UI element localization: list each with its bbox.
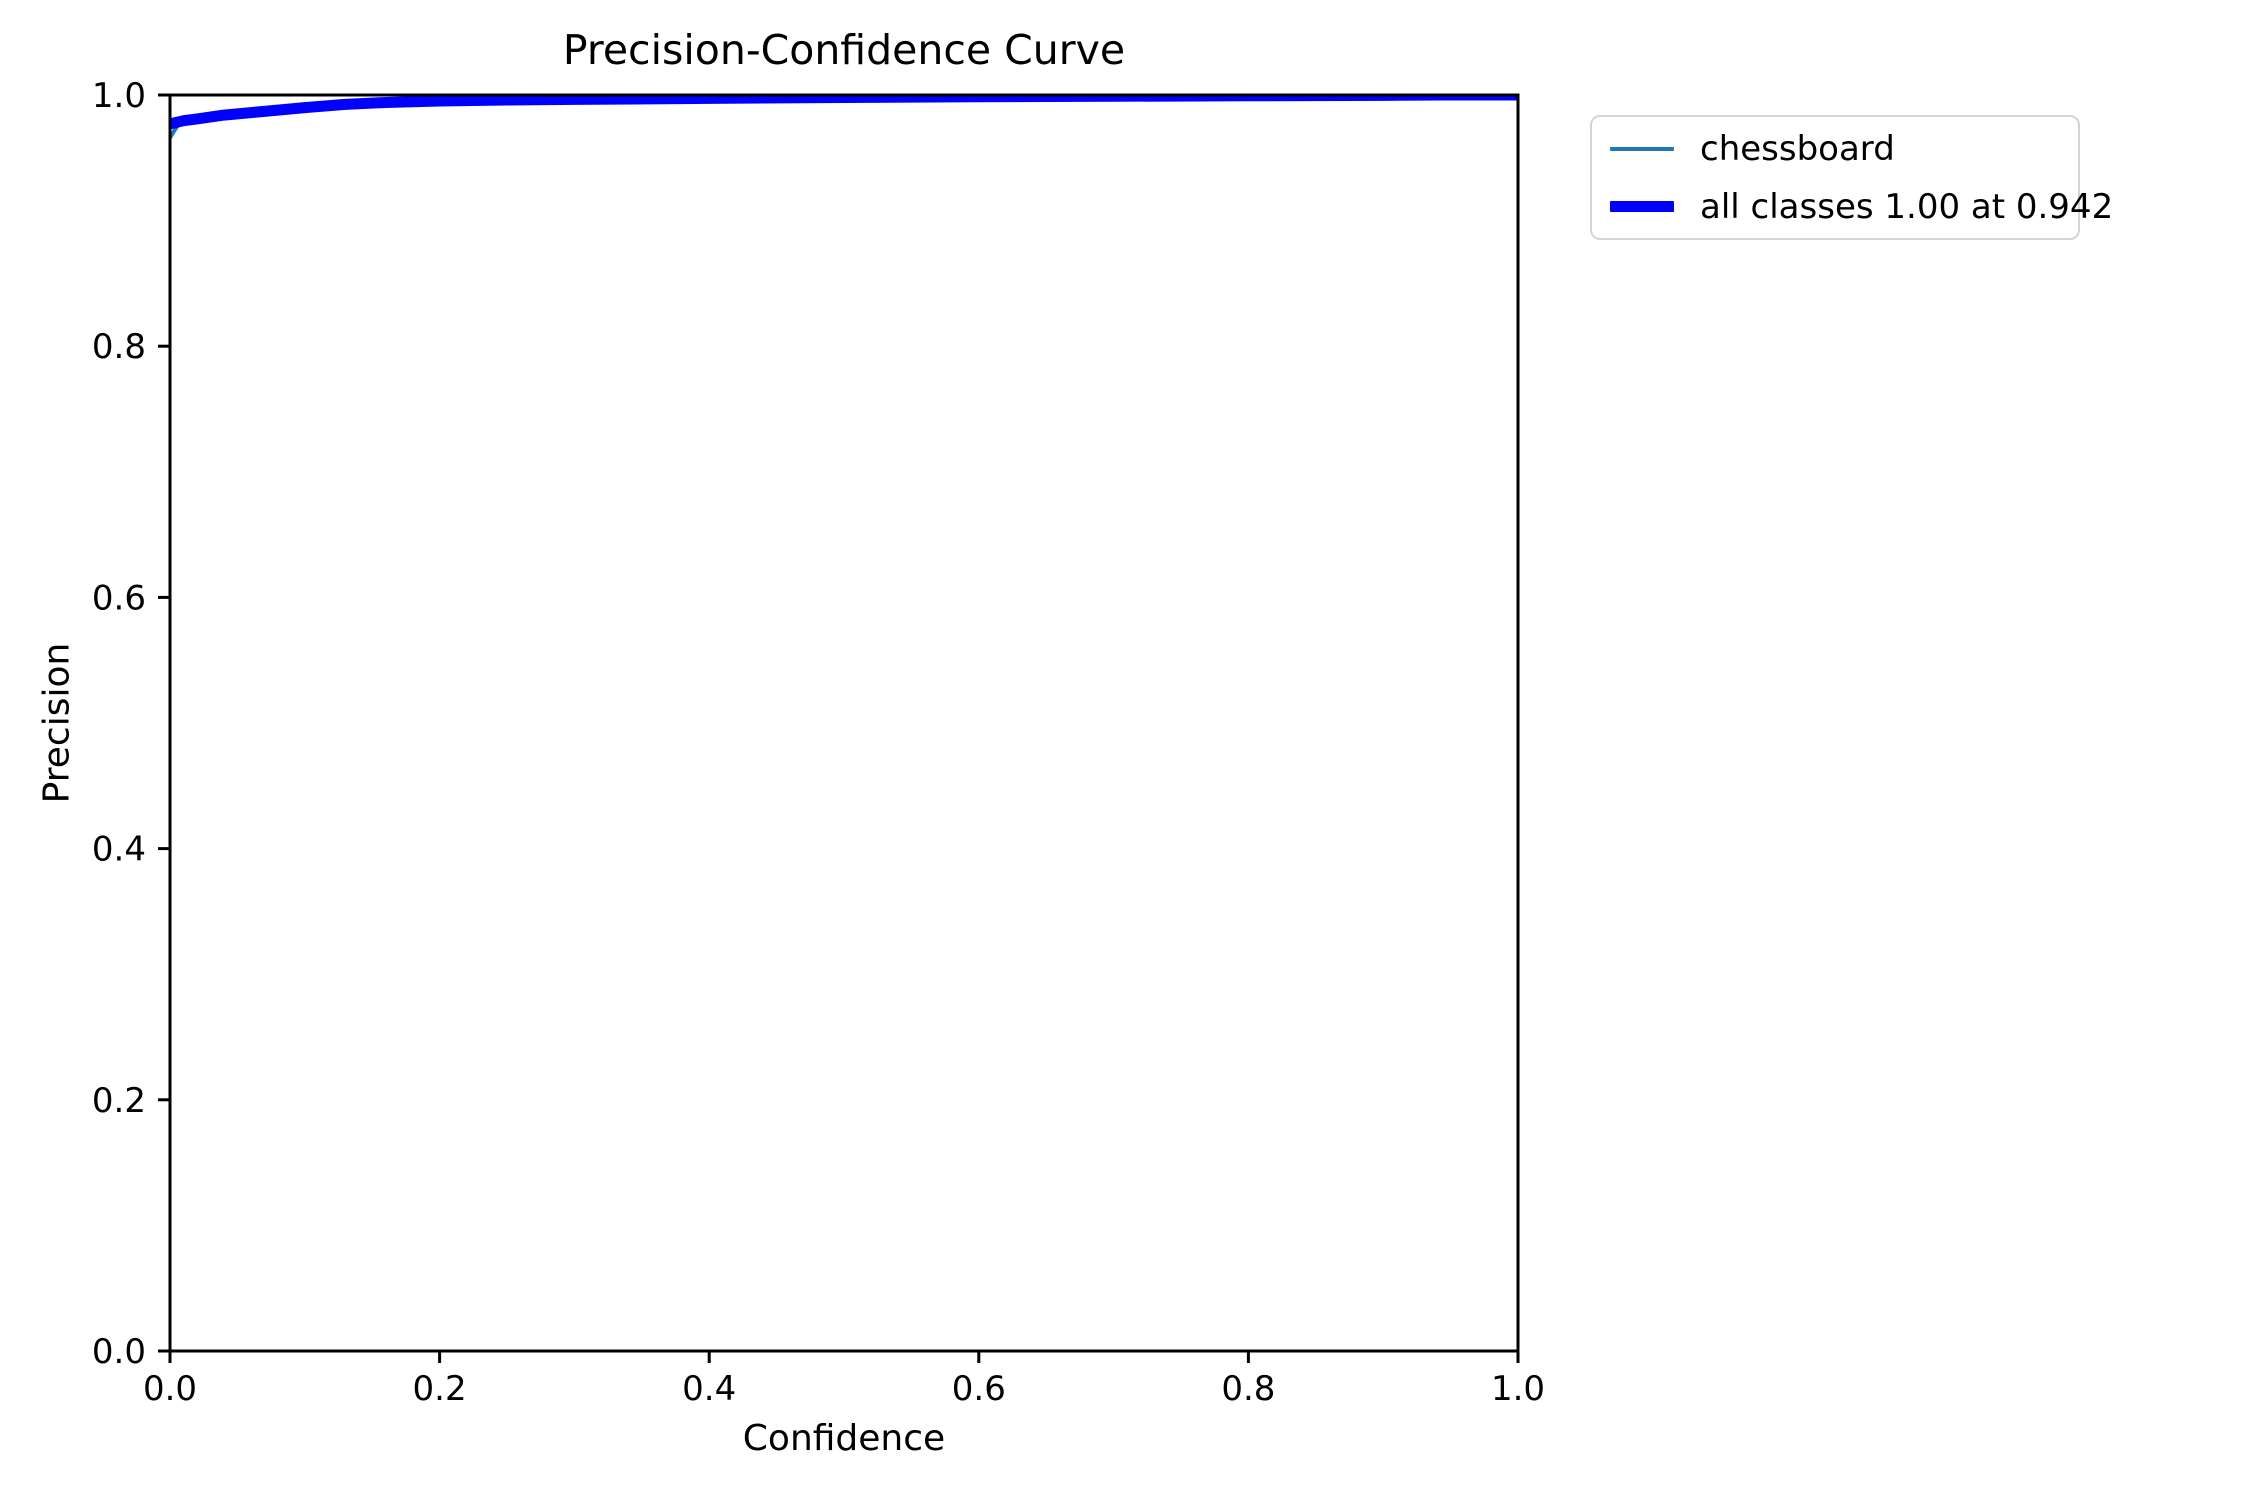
y-tick-label: 0.6 bbox=[92, 578, 146, 618]
legend: chessboard all classes 1.00 at 0.942 bbox=[1590, 115, 2113, 240]
y-tick-label: 0.2 bbox=[92, 1081, 146, 1121]
y-tick-label: 1.0 bbox=[92, 76, 146, 116]
y-axis-label: Precision bbox=[36, 642, 78, 804]
x-tick-label: 0.2 bbox=[413, 1369, 467, 1409]
y-tick-label: 0.4 bbox=[92, 830, 146, 870]
x-tick-label: 0.8 bbox=[1221, 1369, 1275, 1409]
y-tick-label: 0.0 bbox=[92, 1332, 146, 1372]
y-tick-label: 0.8 bbox=[92, 327, 146, 367]
legend-line-swatch-chessboard bbox=[1610, 146, 1674, 151]
legend-item-all-classes: all classes 1.00 at 0.942 bbox=[1610, 187, 2113, 227]
x-tick-label: 1.0 bbox=[1491, 1369, 1545, 1409]
x-axis-label: Confidence bbox=[742, 1418, 946, 1459]
x-tick-label: 0.6 bbox=[952, 1369, 1006, 1409]
x-tick-label: 0.4 bbox=[682, 1369, 736, 1409]
series-line-all-classes bbox=[170, 95, 1518, 130]
legend-item-chessboard: chessboard bbox=[1610, 129, 2060, 169]
legend-item-label: all classes 1.00 at 0.942 bbox=[1700, 186, 2114, 227]
legend-item-label: chessboard bbox=[1700, 128, 1895, 169]
chart-title: Precision-Confidence Curve bbox=[562, 26, 1126, 74]
legend-line-swatch-all-classes bbox=[1610, 201, 1674, 212]
axes-box bbox=[168, 93, 1520, 1353]
x-tick-label: 0.0 bbox=[143, 1369, 197, 1409]
